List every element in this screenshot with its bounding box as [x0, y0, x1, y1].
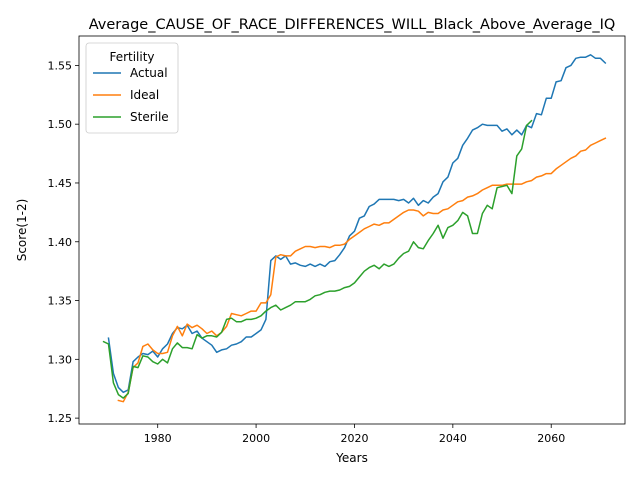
legend-items: Actual Ideal Sterile — [93, 66, 169, 124]
x-tick-label: 1980 — [144, 432, 172, 445]
x-tick-label: 2060 — [537, 432, 565, 445]
y-tick-label: 1.30 — [48, 353, 73, 366]
y-tick-label: 1.50 — [48, 118, 73, 131]
legend-label-sterile: Sterile — [130, 110, 169, 124]
legend-label-ideal: Ideal — [130, 88, 159, 102]
chart-title: Average_CAUSE_OF_RACE_DIFFERENCES_WILL_B… — [89, 17, 616, 33]
series-line-actual — [107, 54, 607, 394]
x-axis-ticks: 1980 2000 2020 2040 2060 — [144, 424, 565, 445]
plot-lines — [102, 54, 607, 403]
x-axis-label: Years — [335, 451, 368, 465]
series-line-sterile — [102, 119, 533, 399]
legend: Fertility Actual Ideal Sterile — [85, 42, 179, 134]
x-tick-label: 2040 — [439, 432, 467, 445]
y-tick-label: 1.55 — [48, 59, 73, 72]
y-tick-label: 1.40 — [48, 236, 73, 249]
y-tick-label: 1.25 — [48, 412, 73, 425]
y-axis-label: Score(1-2) — [15, 199, 29, 262]
x-tick-label: 2000 — [242, 432, 270, 445]
legend-label-actual: Actual — [130, 66, 168, 80]
legend-box — [85, 42, 179, 134]
plot-frame — [78, 35, 626, 425]
y-tick-label: 1.45 — [48, 177, 73, 190]
series-line-ideal — [117, 137, 607, 403]
x-tick-label: 2020 — [340, 432, 368, 445]
y-axis-ticks: 1.25 1.30 1.35 1.40 1.45 1.50 1.55 — [48, 59, 79, 425]
y-tick-label: 1.35 — [48, 295, 73, 308]
legend-title: Fertility — [109, 50, 154, 64]
